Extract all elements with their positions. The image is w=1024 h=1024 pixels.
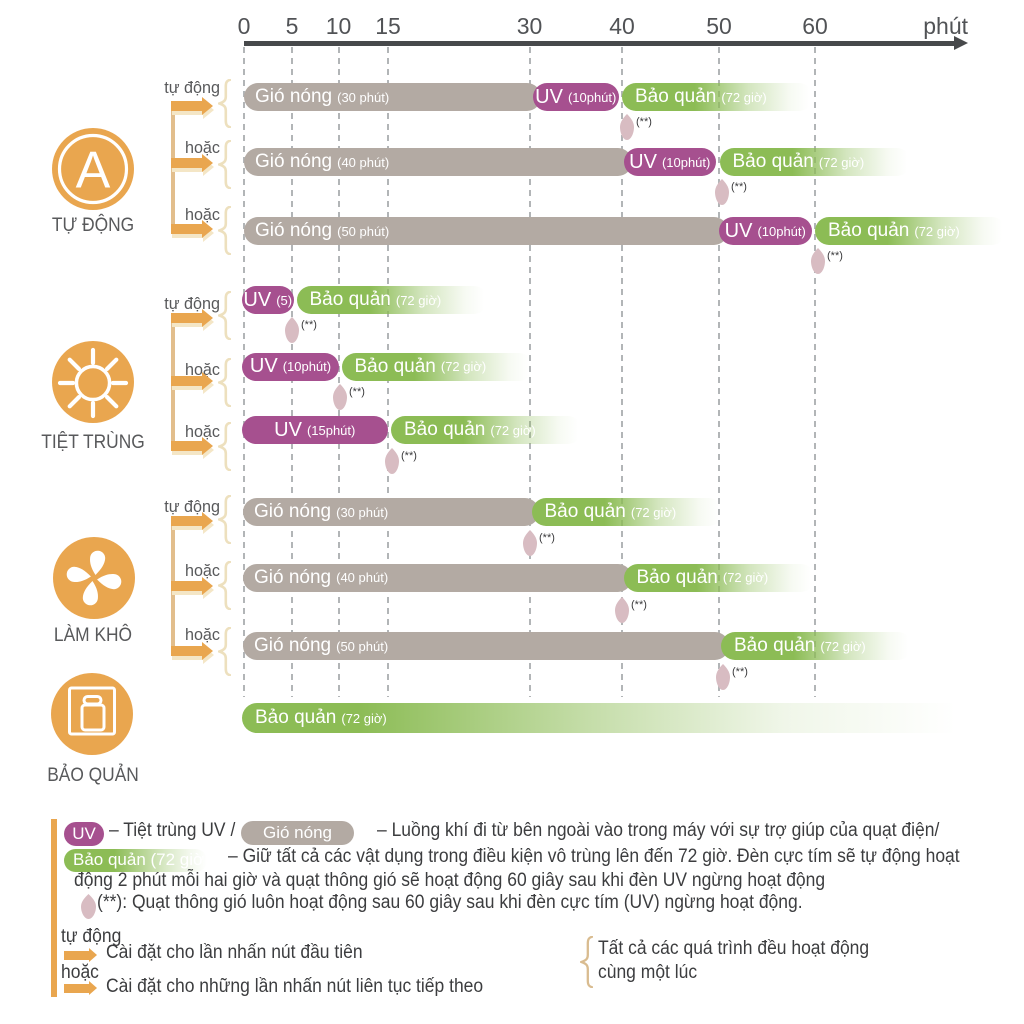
svg-text:A: A (76, 142, 111, 200)
